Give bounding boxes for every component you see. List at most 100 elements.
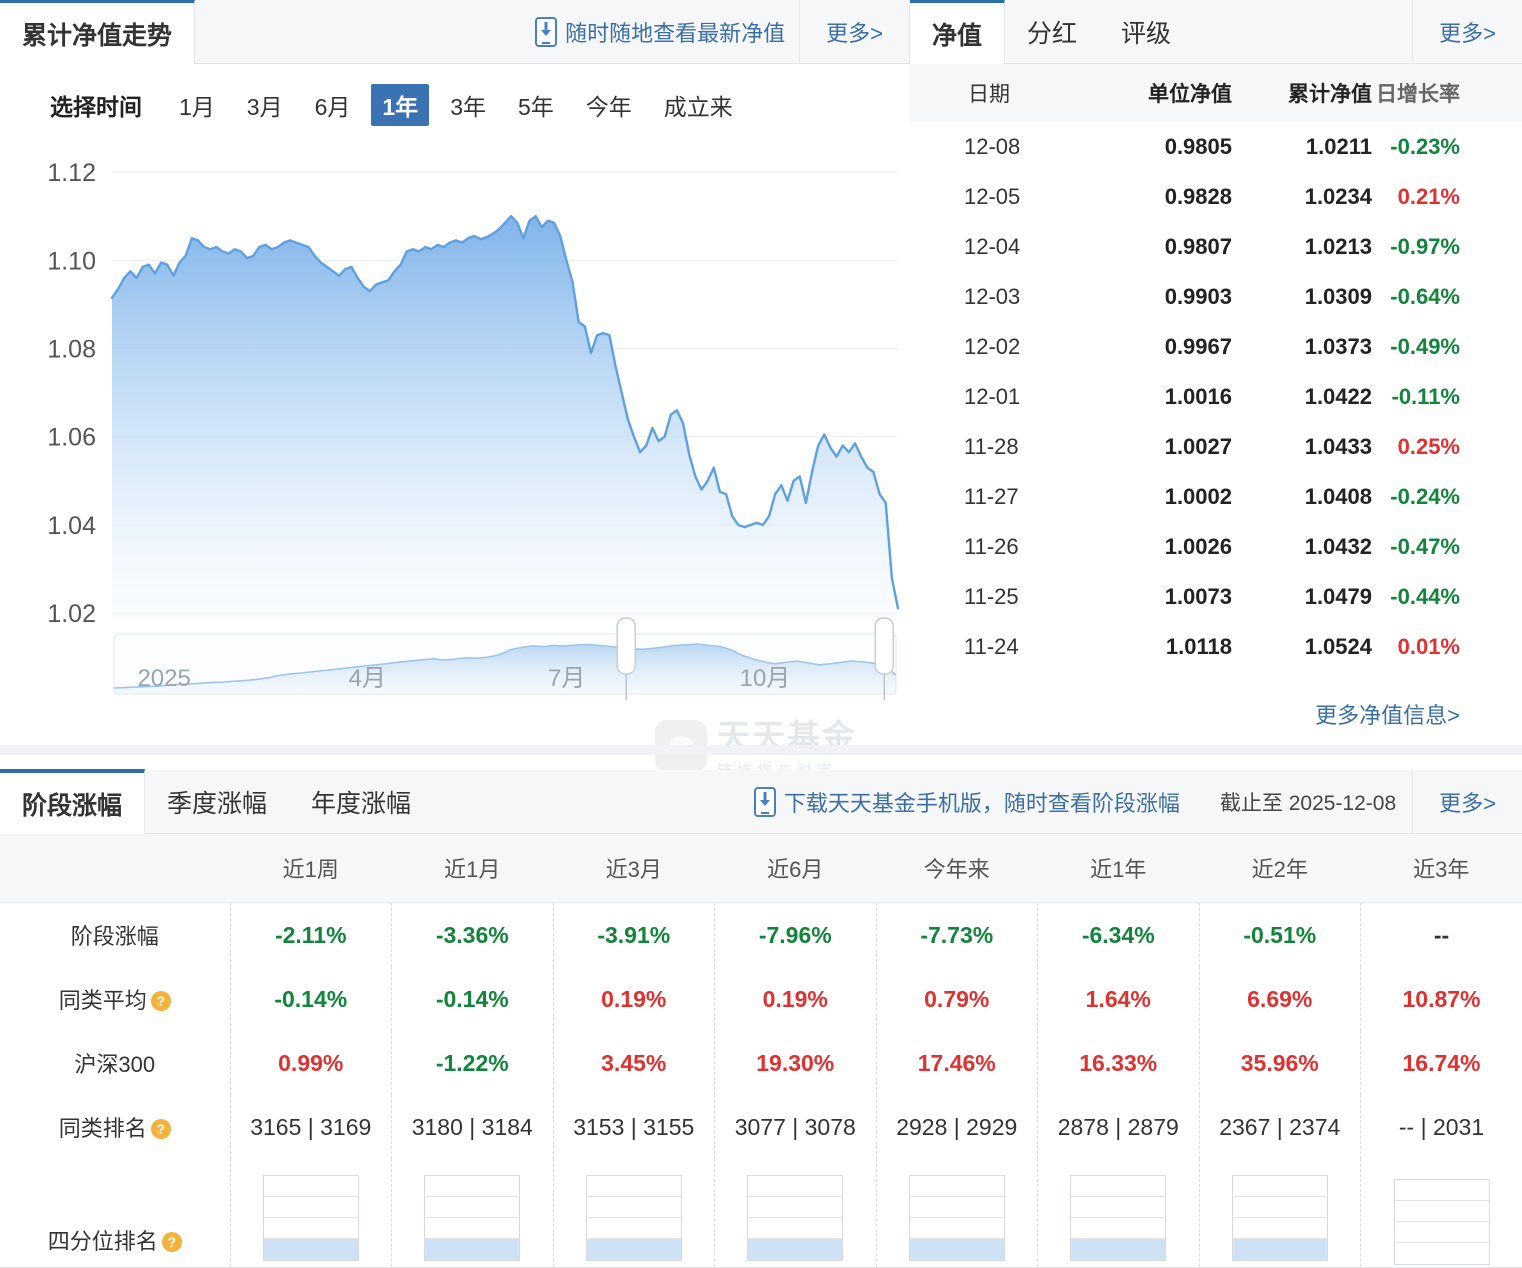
quartile-segment <box>909 1218 1004 1239</box>
quartile-segment <box>748 1218 843 1239</box>
col-header-1w: 近1周 <box>230 834 392 903</box>
cell-unit-nav: 1.0073 <box>1164 584 1232 609</box>
tab-label: 年度涨幅 <box>311 789 412 818</box>
svg-text:1.06: 1.06 <box>47 424 96 452</box>
time-option-6m[interactable]: 6月 <box>314 94 351 120</box>
tab-stage-gain[interactable]: 阶段涨幅 <box>0 769 146 834</box>
time-option-since-inception[interactable]: 成立来 <box>663 94 733 120</box>
cell-daily-growth: -0.64% <box>1390 284 1460 309</box>
quartile-segment <box>263 1197 358 1218</box>
cell-date: 11-24 <box>964 634 1019 659</box>
col-header-1m: 近1月 <box>391 834 553 903</box>
quartile-segment <box>748 1239 843 1260</box>
quartile-segment <box>748 1197 843 1218</box>
quartile-segment <box>1394 1222 1489 1243</box>
cell-unit-nav: 1.0002 <box>1164 484 1232 509</box>
time-range-selector: 选择时间 1月 3月 6月 1年 3年 5年 今年 成立来 <box>0 64 910 142</box>
app-download-link-stage[interactable]: 下载天天基金手机版，随时查看阶段涨幅 <box>740 770 1194 833</box>
help-icon[interactable]: ? <box>161 1232 182 1252</box>
chart-more-link[interactable]: 更多> <box>799 0 909 63</box>
cell-daily-growth: -0.47% <box>1390 534 1460 559</box>
phone-download-icon <box>535 16 558 47</box>
cell-value: 0.99% <box>230 1031 392 1095</box>
row-label-quartile: 四分位排名? <box>0 1159 231 1268</box>
time-option-5y[interactable]: 5年 <box>517 94 554 120</box>
quartile-box <box>1231 1175 1328 1261</box>
table-row: 11-28 1.0027 1.0433 0.25% <box>910 422 1522 472</box>
quartile-segment <box>263 1239 358 1260</box>
tab-quarterly-gain[interactable]: 季度涨幅 <box>145 770 289 833</box>
help-icon[interactable]: ? <box>150 1119 171 1139</box>
cell-peer-rank: -- | 2031 <box>1360 1095 1522 1159</box>
quartile-segment <box>263 1218 358 1239</box>
col-header-daily-growth: 日增长率 <box>1372 64 1522 122</box>
help-icon[interactable]: ? <box>150 991 171 1011</box>
tab-annual-gain[interactable]: 年度涨幅 <box>289 770 433 833</box>
cell-value: -3.36% <box>391 902 554 967</box>
cell-peer-rank: 2367 | 2374 <box>1199 1095 1361 1159</box>
table-header-row: 日期 单位净值 累计净值 日增长率 <box>910 64 1522 122</box>
quartile-segment <box>586 1239 681 1260</box>
app-download-link-nav[interactable]: 随时随地查看最新净值 <box>521 0 799 63</box>
quartile-segment <box>425 1197 520 1218</box>
quartile-segment <box>1071 1239 1166 1260</box>
cell-daily-growth: 0.01% <box>1397 634 1460 659</box>
nav-more-link[interactable]: 更多> <box>1412 0 1522 63</box>
svg-text:1.10: 1.10 <box>47 247 96 275</box>
cell-value: 0.19% <box>553 967 715 1031</box>
col-header-ytd: 今年来 <box>876 834 1038 903</box>
cell-date: 11-25 <box>964 584 1019 609</box>
quartile-box <box>424 1175 521 1261</box>
cell-accum-nav: 1.0432 <box>1304 534 1372 559</box>
time-option-3y[interactable]: 3年 <box>450 94 486 120</box>
quartile-indicator: 不佳 <box>1038 1175 1199 1268</box>
table-row: 同类平均? -0.14% -0.14% 0.19% 0.19% 0.79% 1.64% 6.6… <box>0 967 1522 1031</box>
stage-more-link[interactable]: 更多> <box>1412 770 1522 833</box>
nav-values-panel: 净值 分红 评级 更多> 日期 单位净值 累计净值 日增长率 <box>910 0 1522 745</box>
tab-cumulative-nav-trend[interactable]: 累计净值走势 <box>0 0 196 64</box>
col-header-2y: 近2年 <box>1199 834 1361 903</box>
cell-value: -0.14% <box>230 967 392 1031</box>
row-label-text: 同类排名 <box>58 1116 147 1141</box>
nav-trend-chart[interactable]: 1.02 1.04 1.06 1.08 1.10 1.12 2025 4月 7月 10月 天天基金… <box>0 142 910 780</box>
quartile-segment <box>1232 1239 1327 1260</box>
quartile-segment <box>1395 1243 1489 1264</box>
cell-quartile-rank: 不佳 <box>553 1159 715 1268</box>
time-option-ytd[interactable]: 今年 <box>585 94 632 120</box>
quartile-segment <box>909 1239 1004 1260</box>
cell-unit-nav: 1.0118 <box>1165 634 1232 659</box>
table-row: 11-27 1.0002 1.0408 -0.24% <box>910 472 1522 522</box>
phone-download-icon <box>753 786 776 817</box>
cell-date: 11-28 <box>964 434 1019 459</box>
col-header-1y: 近1年 <box>1037 834 1199 903</box>
tab-net-value[interactable]: 净值 <box>910 0 1006 64</box>
time-option-1m[interactable]: 1月 <box>179 94 215 120</box>
cell-value: 3.45% <box>553 1031 715 1095</box>
cell-accum-nav: 1.0211 <box>1305 134 1372 159</box>
col-header-date: 日期 <box>910 64 1057 122</box>
chart-tabbar: 累计净值走势 随时随地查看最新净值 更多> <box>0 0 910 64</box>
cell-value: -1.22% <box>391 1031 554 1095</box>
time-option-3m[interactable]: 3月 <box>246 94 283 120</box>
cell-date: 12-01 <box>964 384 1021 409</box>
cell-unit-nav: 0.9807 <box>1164 234 1232 259</box>
cell-accum-nav: 1.0524 <box>1304 634 1372 659</box>
quartile-segment <box>1232 1176 1327 1197</box>
table-row: 12-08 0.9805 1.0211 -0.23% <box>910 122 1522 172</box>
cell-date: 12-03 <box>964 284 1021 309</box>
row-label-text: 阶段涨幅 <box>70 924 159 949</box>
tabbar-spacer <box>195 0 521 63</box>
quartile-segment <box>909 1197 1004 1218</box>
cell-quartile-rank: 不佳 <box>230 1159 392 1268</box>
col-header-accum-nav: 累计净值 <box>1232 64 1372 122</box>
table-row: 四分位排名?不佳不佳不佳不佳不佳不佳不佳-- <box>0 1159 1522 1268</box>
cell-date: 12-05 <box>964 184 1021 209</box>
cell-daily-growth: -0.49% <box>1390 334 1460 359</box>
cell-accum-nav: 1.0373 <box>1304 334 1372 359</box>
time-option-1y[interactable]: 1年 <box>371 84 430 126</box>
tab-rating[interactable]: 评级 <box>1099 0 1193 63</box>
more-nav-info-link[interactable]: 更多净值信息> <box>1315 703 1460 728</box>
col-header-3m: 近3月 <box>553 834 715 903</box>
tab-dividend[interactable]: 分红 <box>1005 0 1099 63</box>
